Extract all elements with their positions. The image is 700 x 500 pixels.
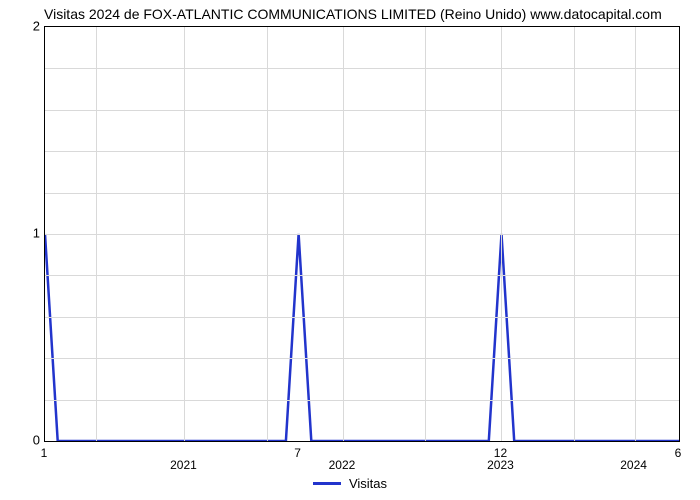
x-tick-year: 2024 — [620, 458, 647, 472]
chart-container: Visitas 2024 de FOX-ATLANTIC COMMUNICATI… — [0, 0, 700, 500]
legend: Visitas — [0, 476, 700, 491]
x-tick-year: 2022 — [329, 458, 356, 472]
chart-title: Visitas 2024 de FOX-ATLANTIC COMMUNICATI… — [44, 6, 662, 22]
y-tick-label: 2 — [33, 19, 40, 34]
legend-label: Visitas — [349, 476, 387, 491]
plot-area — [44, 26, 680, 442]
legend-swatch — [313, 482, 341, 485]
x-tick-number: 1 — [41, 446, 48, 460]
x-tick-number: 7 — [294, 446, 301, 460]
x-tick-year: 2021 — [170, 458, 197, 472]
x-tick-year: 2023 — [487, 458, 514, 472]
x-tick-number: 6 — [675, 446, 682, 460]
y-tick-label: 0 — [33, 433, 40, 448]
y-tick-label: 1 — [33, 226, 40, 241]
